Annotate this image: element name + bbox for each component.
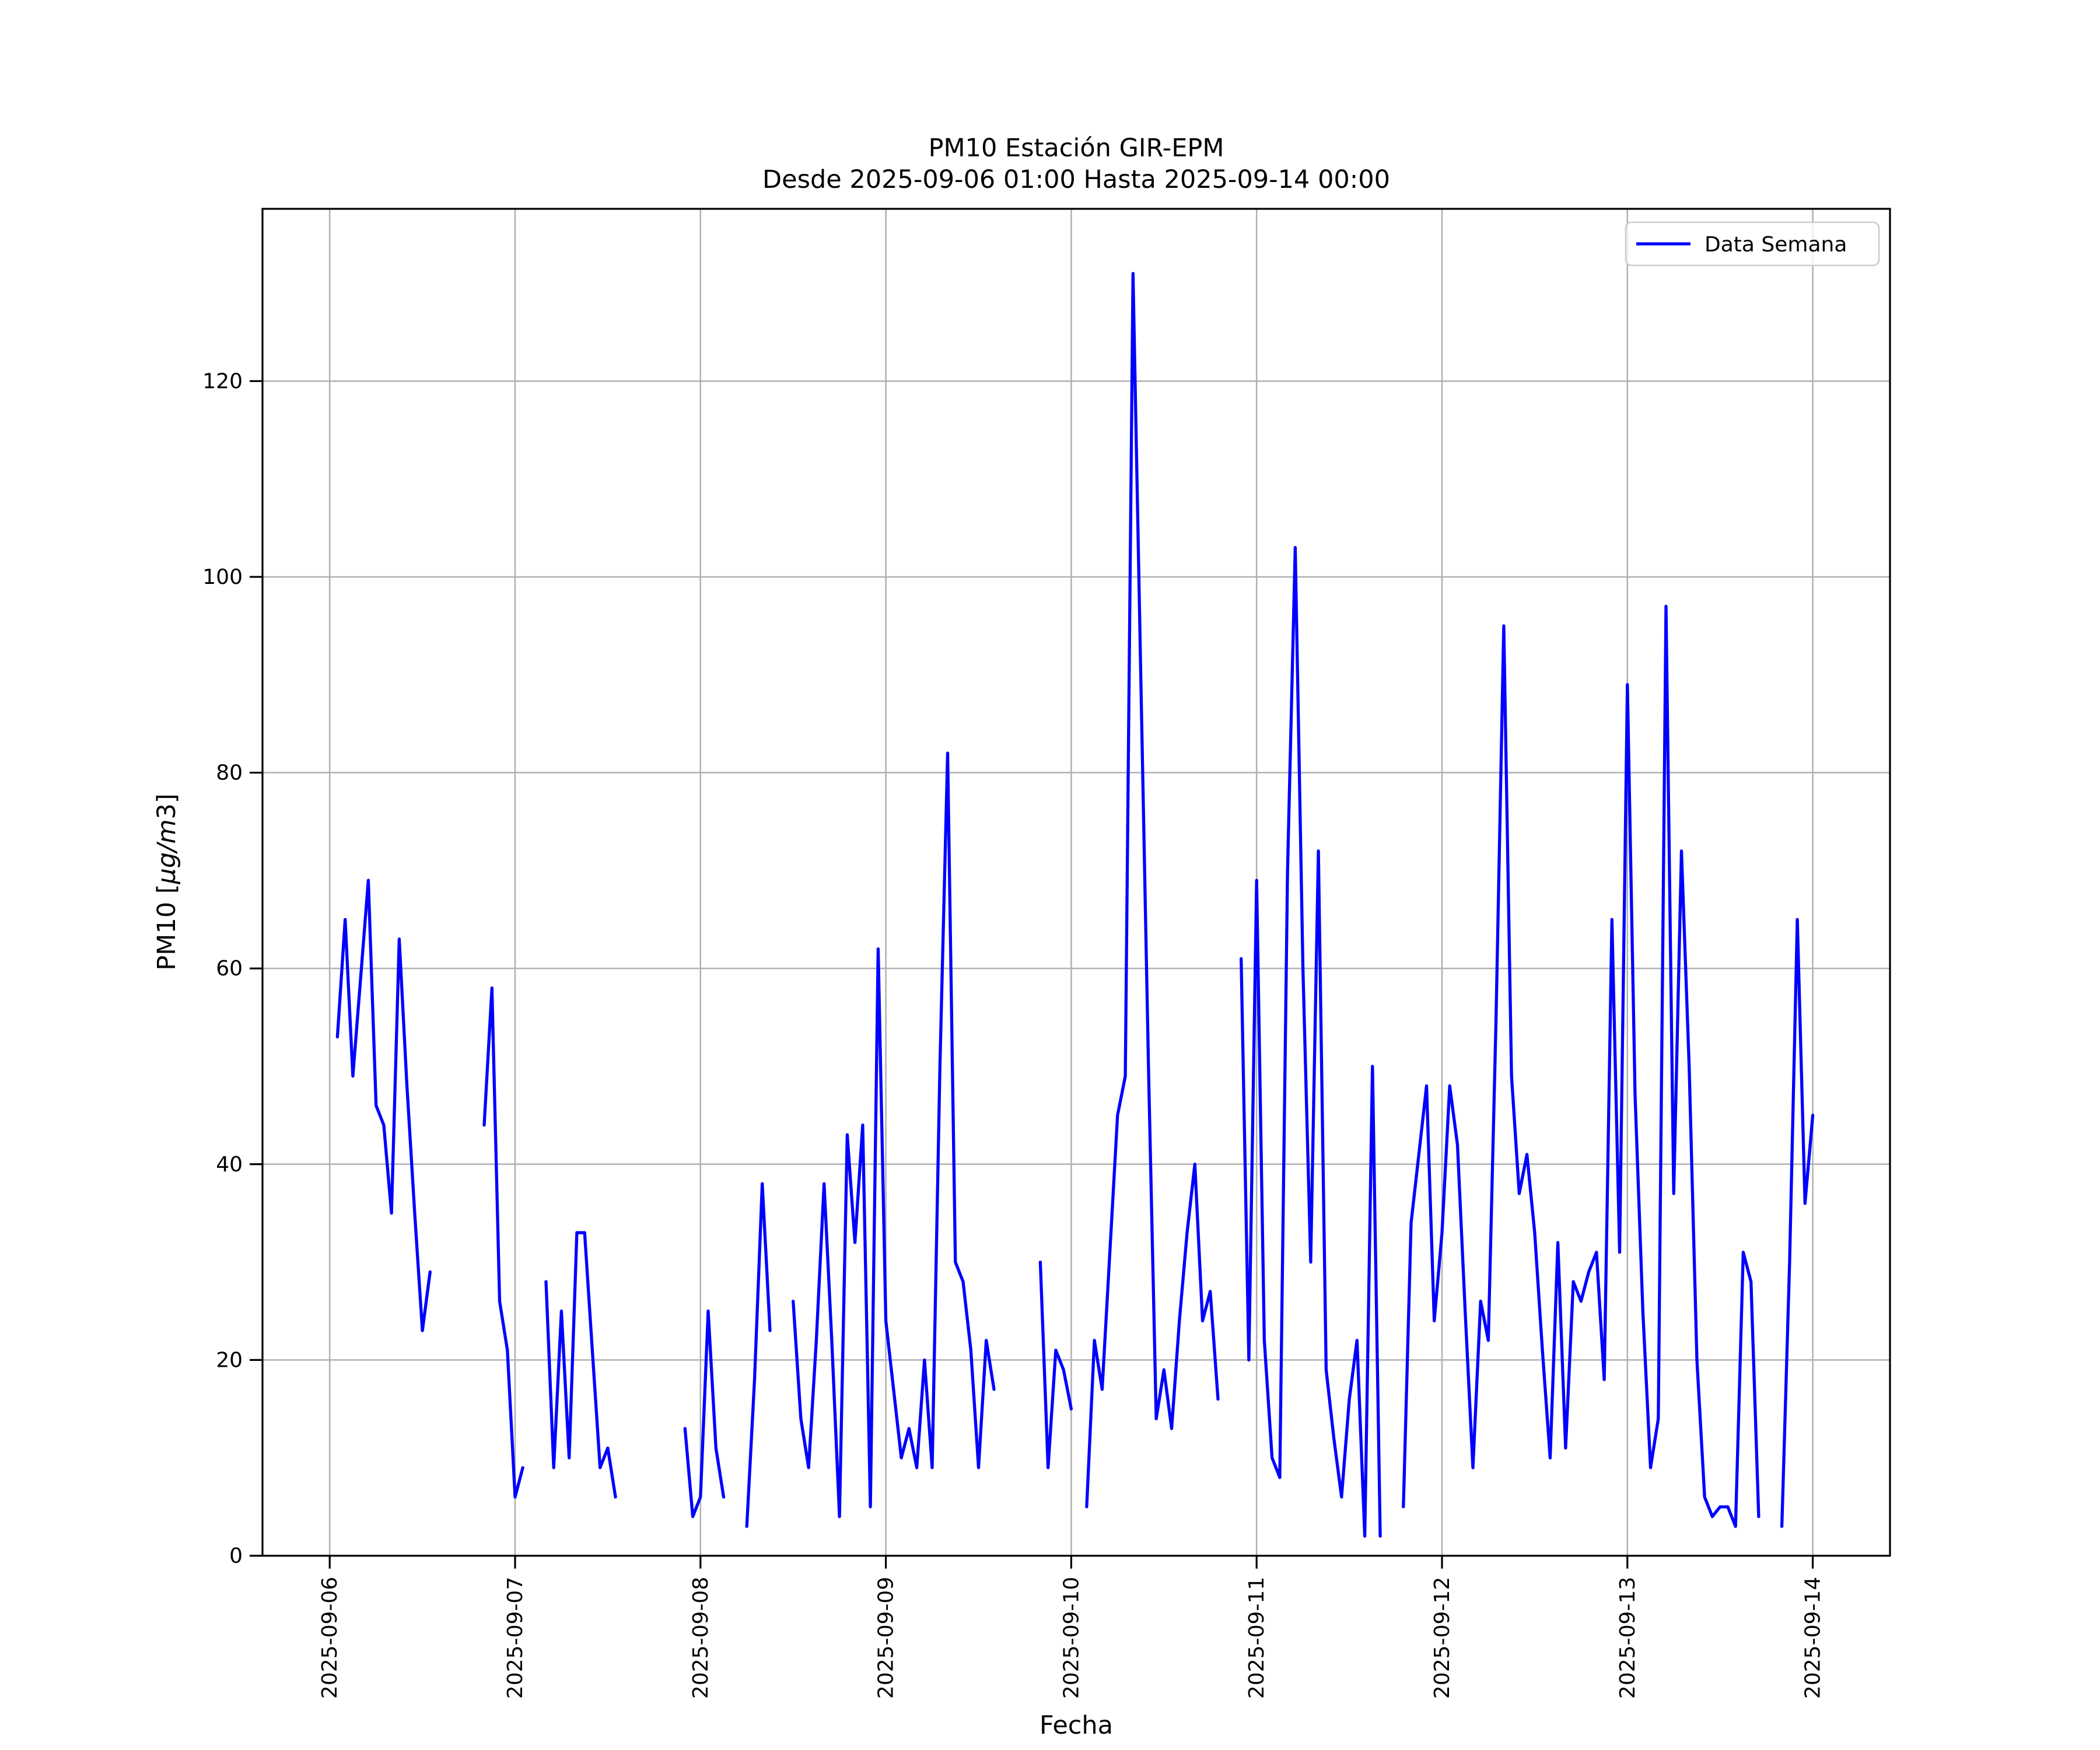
x-tick-label: 2025-09-07: [503, 1577, 527, 1699]
legend: Data Semana: [1625, 221, 1880, 267]
x-tick-label: 2025-09-11: [1245, 1577, 1269, 1699]
chart-subtitle: Desde 2025-09-06 01:00 Hasta 2025-09-14 …: [762, 165, 1390, 194]
tick-layer: 2025-09-06 2025-09-07 2025-09-08 2025-09-09…: [202, 369, 1825, 1699]
chart-title: PM10 Estación GIR-EPM: [929, 134, 1224, 163]
y-tick-label: 100: [202, 565, 243, 589]
x-tick-label: 2025-09-06: [318, 1577, 342, 1699]
legend-label: Data Semana: [1704, 233, 1847, 257]
y-tick-label: 120: [202, 369, 243, 393]
y-tick-label: 40: [216, 1153, 243, 1177]
x-axis-label: Fecha: [1040, 1711, 1113, 1740]
y-tick-label: 0: [229, 1544, 243, 1568]
pm10-data-line: [335, 272, 1815, 1538]
x-tick-label: 2025-09-09: [874, 1577, 898, 1699]
y-axis-label: PM10 [μg/m3]: [152, 793, 181, 970]
y-tick-label: 20: [216, 1348, 243, 1372]
x-tick-label: 2025-09-13: [1616, 1577, 1640, 1699]
x-tick-label: 2025-09-14: [1801, 1577, 1825, 1699]
axis-layer: [261, 208, 1891, 1557]
x-tick-label: 2025-09-08: [689, 1577, 713, 1699]
y-tick-label: 80: [216, 761, 243, 785]
x-tick-label: 2025-09-12: [1430, 1577, 1454, 1699]
legend-box: [1625, 221, 1880, 267]
plot-frame: [261, 208, 1891, 1557]
y-tick-label: 60: [216, 957, 243, 981]
x-tick-label: 2025-09-10: [1059, 1577, 1083, 1699]
data-series-layer: [335, 272, 1815, 1538]
